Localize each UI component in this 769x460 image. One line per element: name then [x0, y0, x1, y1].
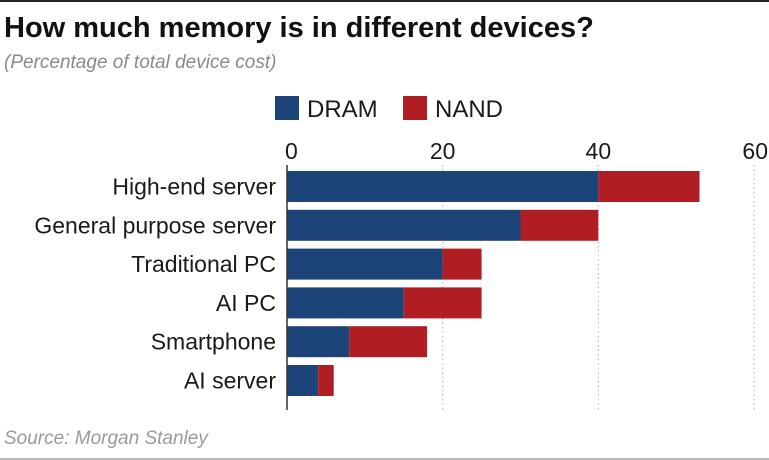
bar-dram-ai-server	[287, 365, 319, 396]
legend-label-dram: DRAM	[307, 96, 378, 123]
top-rule	[0, 0, 769, 2]
bottom-rule	[0, 458, 769, 460]
bar-dram-smartphone	[287, 326, 350, 358]
legend-label-nand: NAND	[435, 96, 503, 123]
category-label-traditional-pc: Traditional PC	[131, 251, 276, 277]
category-label-ai-pc: AI PC	[216, 290, 276, 316]
chart-title: How much memory is in different devices?	[4, 12, 594, 44]
bar-dram-traditional-pc	[287, 248, 443, 280]
bar-nand-smartphone	[349, 326, 428, 358]
legend-swatch-dram	[275, 96, 299, 120]
category-label-high-end-server: High-end server	[112, 174, 276, 200]
x-tick-label-20: 20	[430, 138, 456, 164]
bar-nand-ai-pc	[403, 287, 482, 319]
bar-nand-ai-server	[318, 365, 334, 396]
category-label-general-purpose-server: General purpose server	[34, 212, 276, 238]
x-tick-label-40: 40	[586, 138, 612, 164]
bar-dram-general-purpose-server	[287, 209, 521, 241]
category-label-ai-server: AI server	[184, 368, 276, 394]
bar-nand-general-purpose-server	[520, 209, 599, 241]
bar-dram-high-end-server	[287, 171, 599, 202]
x-tick-label-0: 0	[285, 138, 298, 164]
x-tick-label-60: 60	[742, 138, 768, 164]
legend-swatch-nand	[403, 96, 427, 120]
bar-nand-traditional-pc	[442, 248, 482, 280]
source-note: Source: Morgan Stanley	[4, 428, 208, 449]
chart-subtitle: (Percentage of total device cost)	[4, 52, 277, 73]
category-label-smartphone: Smartphone	[151, 329, 276, 355]
bar-nand-high-end-server	[598, 171, 700, 202]
bar-dram-ai-pc	[287, 287, 404, 319]
